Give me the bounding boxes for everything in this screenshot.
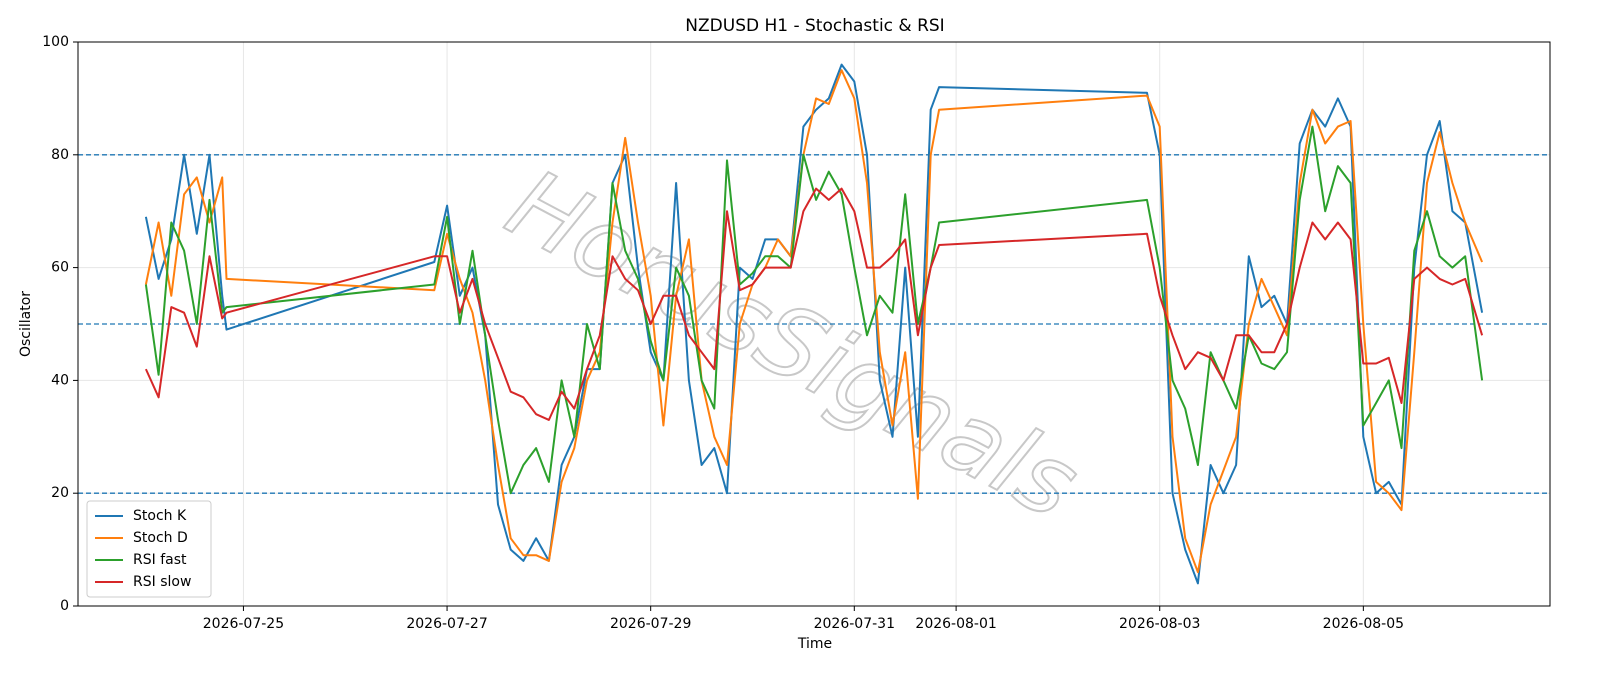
x-tick-label: 2026-08-03 (1119, 616, 1200, 632)
y-tick-label: 40 (51, 372, 69, 388)
x-tick-label: 2026-07-25 (203, 616, 284, 632)
chart-title: NZDUSD H1 - Stochastic & RSI (685, 16, 944, 36)
x-tick-label: 2026-07-29 (610, 616, 691, 632)
legend-label: Stoch D (133, 530, 188, 546)
series-line (144, 187, 1484, 421)
x-tick-label: 2026-07-27 (406, 616, 487, 632)
plot-frame (77, 41, 1551, 607)
x-tick-label: 2026-08-01 (915, 616, 996, 632)
legend-box (86, 500, 212, 598)
x-tick-label: 2026-07-31 (814, 616, 895, 632)
y-tick-label: 0 (60, 598, 69, 614)
legend: Stoch K Stoch D RSI fast RSI slow (86, 500, 212, 598)
x-axis-label: Time (797, 636, 832, 652)
y-tick-label: 100 (42, 34, 69, 50)
y-tick-label: 80 (51, 147, 69, 163)
series-line (144, 125, 1484, 495)
x-tick-label: 2026-08-05 (1323, 616, 1404, 632)
legend-label: RSI fast (133, 552, 187, 568)
watermark: HorusSignals (490, 148, 1095, 541)
y-tick-label: 20 (51, 485, 69, 501)
legend-label: RSI slow (133, 574, 191, 590)
y-axis-label: Oscillator (18, 291, 34, 357)
series-line (144, 69, 1484, 574)
legend-label: Stoch K (133, 508, 187, 524)
y-tick-label: 60 (51, 260, 69, 276)
